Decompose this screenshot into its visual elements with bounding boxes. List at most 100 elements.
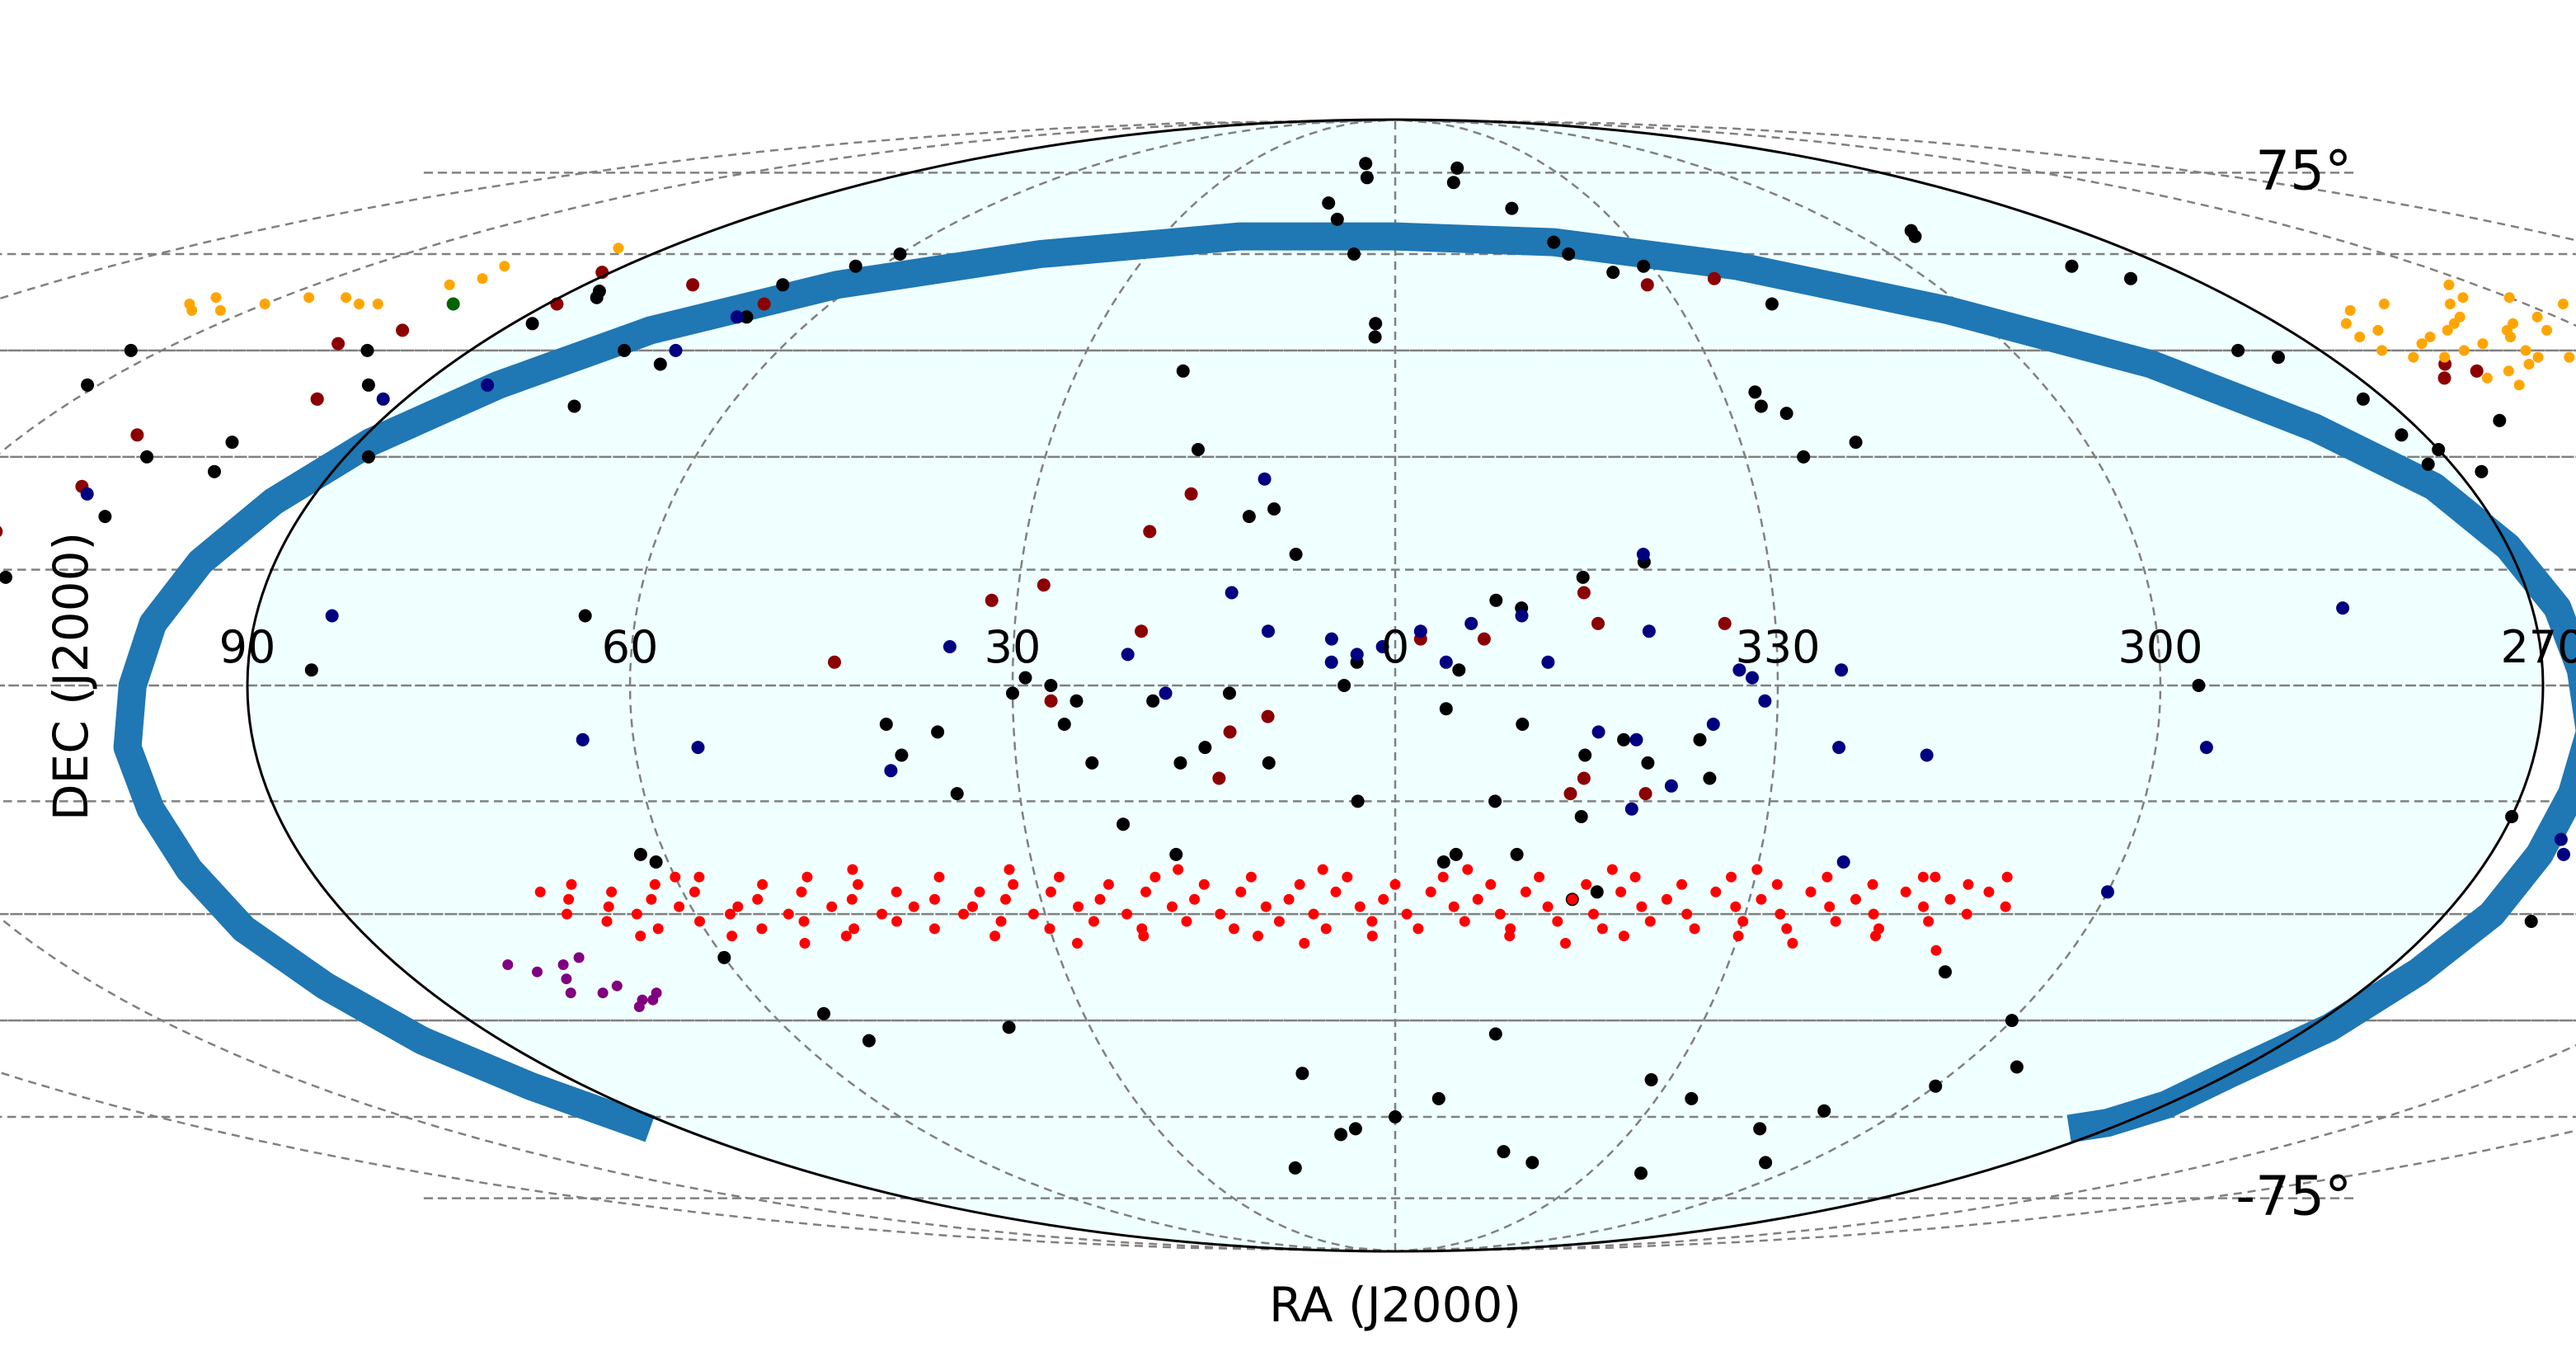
data-point-red (801, 871, 813, 883)
data-point-navy (1636, 548, 1650, 561)
data-point-navy (1836, 855, 1850, 869)
data-point-black (1198, 741, 1212, 755)
data-point-red (1737, 916, 1749, 927)
data-point-red (1868, 908, 1879, 920)
data-point-darkred (1477, 632, 1491, 646)
data-point-navy (325, 609, 339, 623)
data-point-orange (2481, 372, 2493, 384)
source-points (0, 157, 2575, 1180)
data-point-red (1149, 871, 1161, 883)
data-point-darkred (396, 323, 410, 337)
data-point-black (1288, 1161, 1302, 1175)
data-point-black (304, 663, 318, 677)
data-point-black (817, 1006, 830, 1020)
data-point-black (208, 464, 221, 478)
data-point-red (1283, 893, 1295, 905)
data-point-navy (1832, 741, 1846, 755)
data-point-red (826, 901, 838, 912)
data-point-navy (481, 378, 495, 392)
data-point-black (361, 450, 375, 464)
data-point-orange (2340, 318, 2352, 329)
data-point-orange (477, 273, 488, 285)
data-point-navy (1257, 472, 1272, 486)
data-point-red (1710, 886, 1722, 897)
data-point-red (1830, 916, 1841, 927)
data-point-black (879, 718, 893, 731)
data-point-red (1588, 908, 1599, 920)
data-point-black (2421, 457, 2435, 471)
data-point-navy (1375, 640, 1389, 653)
data-point-darkred (828, 655, 841, 669)
data-point-red (1730, 901, 1742, 912)
data-point-darkred (1577, 586, 1591, 600)
data-point-red (1805, 886, 1817, 897)
data-point-red (1676, 878, 1687, 890)
data-point-purple (633, 1001, 645, 1012)
data-point-purple (532, 966, 543, 977)
data-point-red (1775, 908, 1786, 920)
data-point-red (1606, 864, 1618, 875)
data-point-black (1693, 732, 1707, 747)
data-point-navy (1732, 663, 1746, 677)
data-point-black (2272, 351, 2285, 365)
data-point-red (1918, 901, 1930, 912)
data-point-red (1961, 908, 1972, 920)
data-point-navy (2557, 847, 2570, 861)
ra-tick-label: 270 (2500, 621, 2576, 673)
data-point-navy (1664, 779, 1678, 793)
data-point-red (799, 938, 811, 949)
data-point-black (1359, 157, 1373, 171)
data-point-purple (597, 987, 609, 999)
data-point-red (848, 923, 860, 935)
data-point-orange (2513, 379, 2525, 391)
data-point-black (649, 855, 663, 869)
ra-tick-labels: 1501209060300330300270240210 (219, 621, 2576, 673)
data-point-black (848, 259, 863, 273)
data-point-purple (565, 987, 576, 999)
data-point-darkred (1037, 578, 1051, 592)
data-point-red (752, 893, 764, 905)
data-point-red (1389, 878, 1401, 890)
data-point-red (1618, 930, 1629, 942)
data-point-red (1661, 893, 1672, 905)
data-point-orange (2444, 299, 2456, 309)
data-point-black (1368, 330, 1382, 344)
data-point-black (1685, 1091, 1699, 1105)
data-point-orange (214, 304, 226, 316)
data-point-red (1000, 893, 1011, 905)
data-point-black (1337, 679, 1351, 692)
data-point-red (725, 908, 736, 920)
data-point-black (1439, 702, 1453, 716)
data-point-red (846, 893, 858, 905)
data-point-red (1560, 938, 1571, 949)
data-point-red (1581, 878, 1592, 890)
data-point-red (1401, 908, 1413, 920)
data-point-black (1817, 1104, 1831, 1118)
data-point-black (2395, 428, 2409, 442)
data-point-red (726, 930, 738, 942)
data-point-red (562, 908, 572, 920)
data-point-black (1369, 317, 1383, 331)
data-point-black (1765, 297, 1779, 311)
data-point-black (1488, 794, 1502, 808)
data-point-red (1824, 901, 1836, 912)
data-point-navy (1515, 609, 1529, 623)
data-point-red (1944, 893, 1956, 905)
galactic-plane-band (113, 222, 2576, 1143)
data-point-red (908, 901, 919, 912)
data-point-orange (2454, 311, 2466, 323)
data-point-red (1923, 916, 1934, 927)
data-point-black (1057, 718, 1071, 731)
data-point-orange (499, 261, 510, 272)
data-point-red (1378, 893, 1389, 905)
data-point-black (1516, 718, 1530, 731)
data-point-black (1637, 259, 1651, 273)
data-point-red (783, 908, 794, 920)
data-point-red (1425, 886, 1436, 897)
data-point-orange (2354, 332, 2366, 342)
data-point-black (2356, 392, 2370, 406)
data-point-red (798, 916, 810, 927)
data-point-darkred (1638, 787, 1652, 801)
data-point-red (1045, 886, 1056, 897)
data-point-black (1242, 510, 1256, 524)
